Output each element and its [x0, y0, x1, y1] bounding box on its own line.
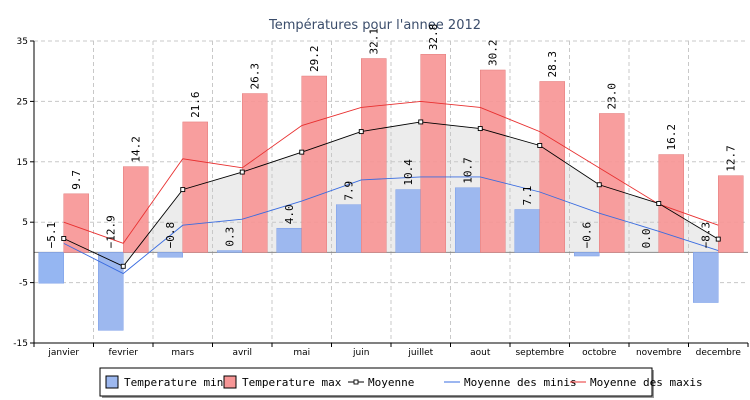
data-label-min-janvier: −5.1 [45, 222, 58, 249]
line-moyenne-maxis [63, 100, 719, 244]
x-tick-label-octobre: octobre [582, 348, 617, 358]
bar-min-juin [336, 204, 362, 253]
y-tick-label: -5 [19, 279, 28, 289]
avg-marker-novembre [656, 201, 662, 206]
data-label-min-juillet: 10.4 [402, 159, 415, 186]
data-label-max-septembre: 28.3 [546, 51, 559, 78]
bar-max-janvier [63, 193, 89, 253]
bar-min-septembre [514, 209, 540, 253]
data-label-min-decembre: −8.3 [700, 222, 713, 249]
data-label-max-avril: 26.3 [249, 63, 262, 90]
avg-marker-janvier [61, 236, 67, 241]
bar-min-mars [157, 252, 183, 258]
data-label-max-mai: 29.2 [308, 46, 321, 73]
legend-marker-moyenne [353, 379, 359, 385]
x-tick-label-aout: aout [470, 348, 491, 358]
data-label-min-novembre: 0.0 [640, 229, 653, 249]
bar-max-juin [361, 58, 387, 253]
avg-marker-juin [358, 129, 364, 135]
data-label-min-aout: 10.7 [462, 157, 475, 184]
avg-marker-aout [477, 126, 483, 132]
line-moyenne-minis [63, 176, 719, 275]
legend-label-temperature-min: Temperature min [124, 376, 223, 389]
data-label-min-septembre: 7.1 [521, 186, 534, 206]
x-tick-label-juin: juin [352, 348, 369, 358]
data-label-max-aout: 30.2 [487, 39, 500, 66]
bar-min-aout [455, 187, 481, 253]
data-label-min-mars: −0.8 [164, 222, 177, 249]
data-label-min-juin: 7.9 [343, 181, 356, 201]
x-tick-label-juillet: juillet [407, 348, 433, 358]
legend-label-moyenne-des-maxis: Moyenne des maxis [590, 376, 703, 389]
bar-min-janvier [38, 252, 64, 284]
bar-min-juillet [395, 189, 421, 253]
x-tick-label-novembre: novembre [636, 348, 682, 358]
bar-max-juillet [420, 54, 446, 253]
data-label-min-octobre: −0.6 [581, 222, 594, 249]
chart-title: Températures pour l'annee 2012 [268, 18, 481, 33]
x-tick-label-janvier: janvier [47, 348, 79, 358]
bar-max-septembre [539, 81, 565, 253]
bar-max-mars [182, 121, 208, 253]
data-label-max-octobre: 23.0 [606, 83, 619, 110]
bar-max-avril [242, 93, 268, 253]
line-moyenne [63, 121, 719, 267]
x-tick-label-septembre: septembre [515, 348, 564, 358]
bar-max-decembre [718, 175, 744, 253]
legend: Temperature min Temperature max Moyenne Moy… [99, 367, 703, 398]
bar-min-mai [276, 227, 302, 253]
avg-marker-avril [239, 169, 245, 175]
x-tick-label-decembre: decembre [696, 348, 742, 358]
bar-min-fevrier [98, 252, 124, 331]
bar-min-decembre [693, 252, 719, 303]
data-label-max-juin: 32.1 [368, 28, 381, 55]
y-tick-label: 35 [17, 37, 28, 47]
y-tick-label: -15 [13, 339, 28, 349]
bar-max-novembre [658, 154, 684, 253]
x-tick-label-fevrier: fevrier [109, 348, 139, 358]
legend-label-moyenne: Moyenne [368, 376, 414, 389]
data-label-max-janvier: 9.7 [70, 170, 83, 190]
avg-marker-decembre [715, 236, 721, 242]
avg-marker-septembre [537, 143, 543, 148]
bar-max-mai [301, 75, 327, 253]
data-label-min-fevrier: −12.9 [105, 215, 118, 248]
avg-marker-fevrier [120, 263, 126, 269]
bar-max-aout [480, 69, 506, 253]
y-tick-label: 5 [22, 218, 28, 228]
bar-min-avril [217, 250, 243, 253]
avg-marker-octobre [596, 182, 602, 188]
data-label-max-juillet: 32.8 [427, 24, 440, 51]
bar-max-octobre [599, 113, 625, 253]
y-tick-label: 15 [17, 158, 28, 168]
bar-min-octobre [574, 252, 600, 257]
x-tick-label-mai: mai [293, 348, 310, 358]
avg-marker-mai [299, 149, 305, 155]
y-tick-label: 25 [17, 97, 28, 107]
data-label-max-decembre: 12.7 [725, 145, 738, 172]
legend-label-moyenne-des-minis: Moyenne des minis [464, 376, 577, 389]
avg-marker-juillet [418, 119, 424, 125]
avg-marker-mars [180, 187, 186, 193]
x-tick-label-avril: avril [232, 348, 252, 358]
legend-swatch-temperature-max [223, 375, 237, 389]
legend-swatch-temperature-min [105, 375, 119, 389]
data-label-max-novembre: 16.2 [665, 124, 678, 151]
legend-box [99, 367, 653, 397]
data-label-min-avril: 0.3 [224, 227, 237, 247]
data-label-min-mai: 4.0 [283, 204, 296, 224]
data-label-max-fevrier: 14.2 [130, 136, 143, 163]
data-label-max-mars: 21.6 [189, 91, 202, 118]
x-tick-label-mars: mars [171, 348, 194, 358]
legend-label-temperature-max: Temperature max [242, 376, 342, 389]
plot-area: -15 -5 5 15 25 35 −5.1 9.7 −12.9 14.2 −0.8 21.6 0.3 2… [13, 24, 749, 358]
